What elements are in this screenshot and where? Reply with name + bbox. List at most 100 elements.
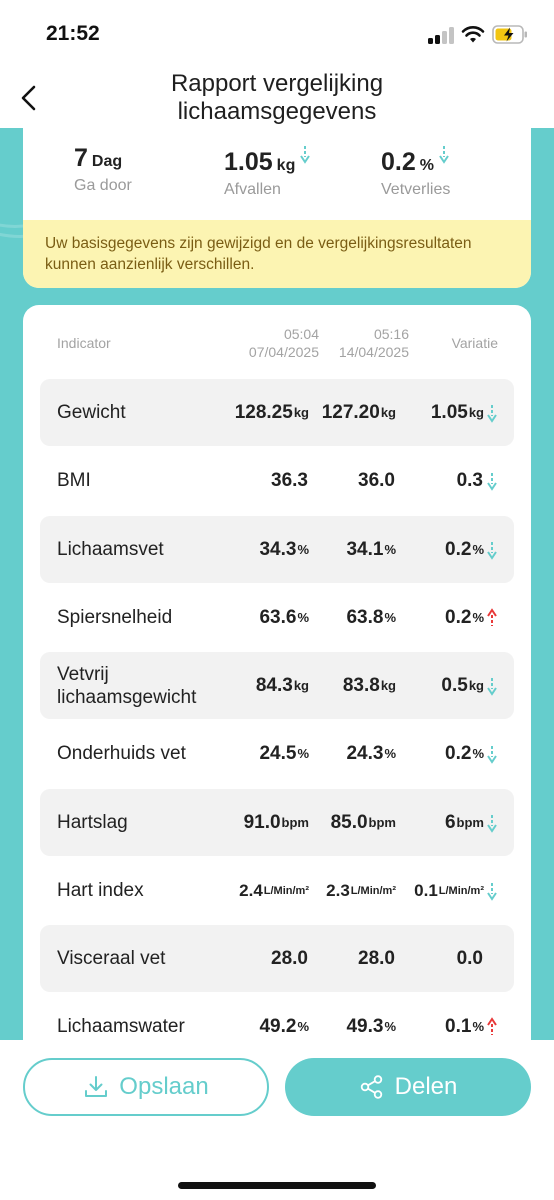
arrow-down-icon — [486, 789, 498, 856]
value-variation: 0.1% — [445, 1015, 484, 1037]
row-label: Spiersnelheid — [57, 607, 173, 628]
cellular-signal-icon — [428, 27, 456, 44]
arrow-up-icon — [486, 584, 498, 651]
value-variation: 6 bpm — [444, 811, 484, 833]
table-row-gewicht: Gewicht 128.25 kg 127.20 kg 1.05 kg — [40, 379, 514, 446]
value-variation: 0.2% — [445, 538, 484, 560]
page-title: Rapport vergelijking lichaamsgegevens — [100, 70, 454, 126]
row-label: BMI — [57, 470, 91, 491]
value-date1: 91.0 bpm — [243, 811, 309, 833]
stat-weight-loss-unit: kg — [276, 157, 296, 174]
page-title-line2: lichaamsgegevens — [177, 98, 377, 125]
stat-fat-loss-value: 0.2 — [381, 148, 416, 176]
stat-days-label: Ga door — [74, 177, 132, 194]
bottom-action-bar: Opslaan Delen — [0, 1040, 554, 1200]
wifi-icon — [461, 26, 485, 43]
column-header-variation: Variatie — [451, 335, 498, 351]
stat-days: 7 Dag Ga door — [74, 144, 132, 195]
value-variation: 0.2% — [445, 742, 484, 764]
notice-banner: Uw basisgegevens zijn gewijzigd en de ve… — [23, 220, 531, 288]
stat-weight-loss-label: Afvallen — [224, 181, 281, 198]
stat-days-value: 7 — [74, 144, 88, 172]
date2-date: 14/04/2025 — [338, 344, 409, 360]
row-label: Onderhuids vet — [57, 743, 186, 764]
value-date2: 127.20 kg — [321, 401, 396, 423]
value-date1: 24.5% — [259, 742, 309, 764]
value-date1: 36.3 — [271, 469, 308, 491]
value-date2: 83.8 kg — [342, 674, 396, 696]
value-date1: 2.4 L/Min/m² — [239, 880, 309, 900]
table-row-visceraal-vet: Visceraal vet 28.0 28.0 0.0 — [40, 925, 514, 992]
download-icon — [85, 1076, 108, 1097]
value-date1: 49.2% — [259, 1015, 309, 1037]
value-date1: 84.3 kg — [255, 674, 309, 696]
stat-fat-loss-label: Vetverlies — [381, 181, 451, 198]
page-header: Rapport vergelijking lichaamsgegevens — [0, 66, 554, 130]
row-label: Hart index — [57, 880, 144, 901]
arrow-down-icon — [486, 379, 498, 446]
home-indicator — [178, 1182, 376, 1189]
value-variation: 0.0 — [456, 947, 483, 969]
summary-card: 7 Dag Ga door 1.05 kg Afvallen 0.2% Vetver… — [23, 128, 531, 288]
value-date2: 28.0 — [358, 947, 395, 969]
value-variation: 0.1 L/Min/m² — [414, 880, 484, 900]
arrow-down-icon — [300, 146, 311, 164]
save-button[interactable]: Opslaan — [23, 1058, 269, 1116]
status-bar: 21:52 — [0, 0, 554, 66]
row-label: Lichaamswater — [57, 1016, 185, 1037]
stat-fat-loss-unit: % — [419, 157, 434, 174]
save-button-label: Opslaan — [119, 1073, 209, 1100]
page-title-line1: Rapport vergelijking — [170, 70, 384, 97]
value-date2: 85.0 bpm — [330, 811, 396, 833]
value-date2: 36.0 — [358, 469, 395, 491]
date1-date: 07/04/2025 — [248, 344, 319, 360]
arrow-down-icon — [486, 720, 498, 787]
column-header-date1: 05:04 07/04/2025 — [229, 325, 319, 361]
value-date1: 128.25 kg — [234, 401, 309, 423]
value-date1: 63.6% — [259, 606, 309, 628]
row-label: Visceraal vet — [57, 948, 166, 969]
status-time: 21:52 — [46, 22, 100, 45]
date2-time: 05:16 — [373, 326, 409, 342]
value-variation: 0.2% — [445, 606, 484, 628]
column-header-date2: 05:16 14/04/2025 — [319, 325, 409, 361]
back-button[interactable] — [14, 82, 44, 114]
table-row-vetvrij-lichaamsgewicht: Vetvrij lichaamsgewicht 84.3 kg 83.8 kg 0.… — [40, 652, 514, 719]
table-row-hartslag: Hartslag 91.0 bpm 85.0 bpm 6 bpm — [40, 789, 514, 856]
value-date2: 63.8% — [346, 606, 396, 628]
value-date2: 2.3 L/Min/m² — [326, 880, 396, 900]
row-label: Hartslag — [57, 812, 128, 833]
value-date2: 49.3% — [346, 1015, 396, 1037]
table-header: Indicator 05:04 07/04/2025 05:16 14/04/2… — [23, 305, 531, 379]
value-variation: 0.5 kg — [441, 674, 484, 696]
table-row-spiersnelheid: Spiersnelheid 63.6% 63.8% 0.2% — [40, 584, 514, 651]
arrow-down-icon — [486, 447, 498, 514]
row-label: Gewicht — [57, 402, 126, 423]
table-row-onderhuids-vet: Onderhuids vet 24.5% 24.3% 0.2% — [40, 720, 514, 787]
table-row-lichaamsvet: Lichaamsvet 34.3% 34.1% 0.2% — [40, 516, 514, 583]
value-date1: 28.0 — [271, 947, 308, 969]
stat-weight-loss: 1.05 kg Afvallen — [224, 144, 311, 199]
value-variation: 0.3 — [456, 469, 483, 491]
value-date1: 34.3% — [259, 538, 309, 560]
stat-days-unit: Dag — [91, 153, 123, 170]
row-label: Lichaamsvet — [57, 539, 164, 560]
battery-charging-icon — [492, 25, 527, 44]
arrow-down-icon — [486, 652, 498, 719]
table-row-bmi: BMI 36.3 36.0 0.3 — [40, 447, 514, 514]
value-variation: 1.05 kg — [430, 401, 484, 423]
row-label: Vetvrij lichaamsgewicht — [57, 663, 197, 708]
stat-fat-loss: 0.2% Vetverlies — [381, 144, 450, 199]
share-button[interactable]: Delen — [285, 1058, 531, 1116]
stat-weight-loss-value: 1.05 — [224, 148, 273, 176]
comparison-table: Indicator 05:04 07/04/2025 05:16 14/04/2… — [23, 305, 531, 1065]
share-button-label: Delen — [394, 1073, 458, 1100]
arrow-down-icon — [486, 857, 498, 924]
chevron-left-icon — [21, 85, 36, 111]
share-icon — [360, 1075, 382, 1099]
column-header-indicator: Indicator — [57, 335, 111, 351]
value-date2: 24.3% — [346, 742, 396, 764]
value-date2: 34.1% — [346, 538, 396, 560]
arrow-down-icon — [486, 516, 498, 583]
arrow-down-icon — [439, 146, 449, 164]
